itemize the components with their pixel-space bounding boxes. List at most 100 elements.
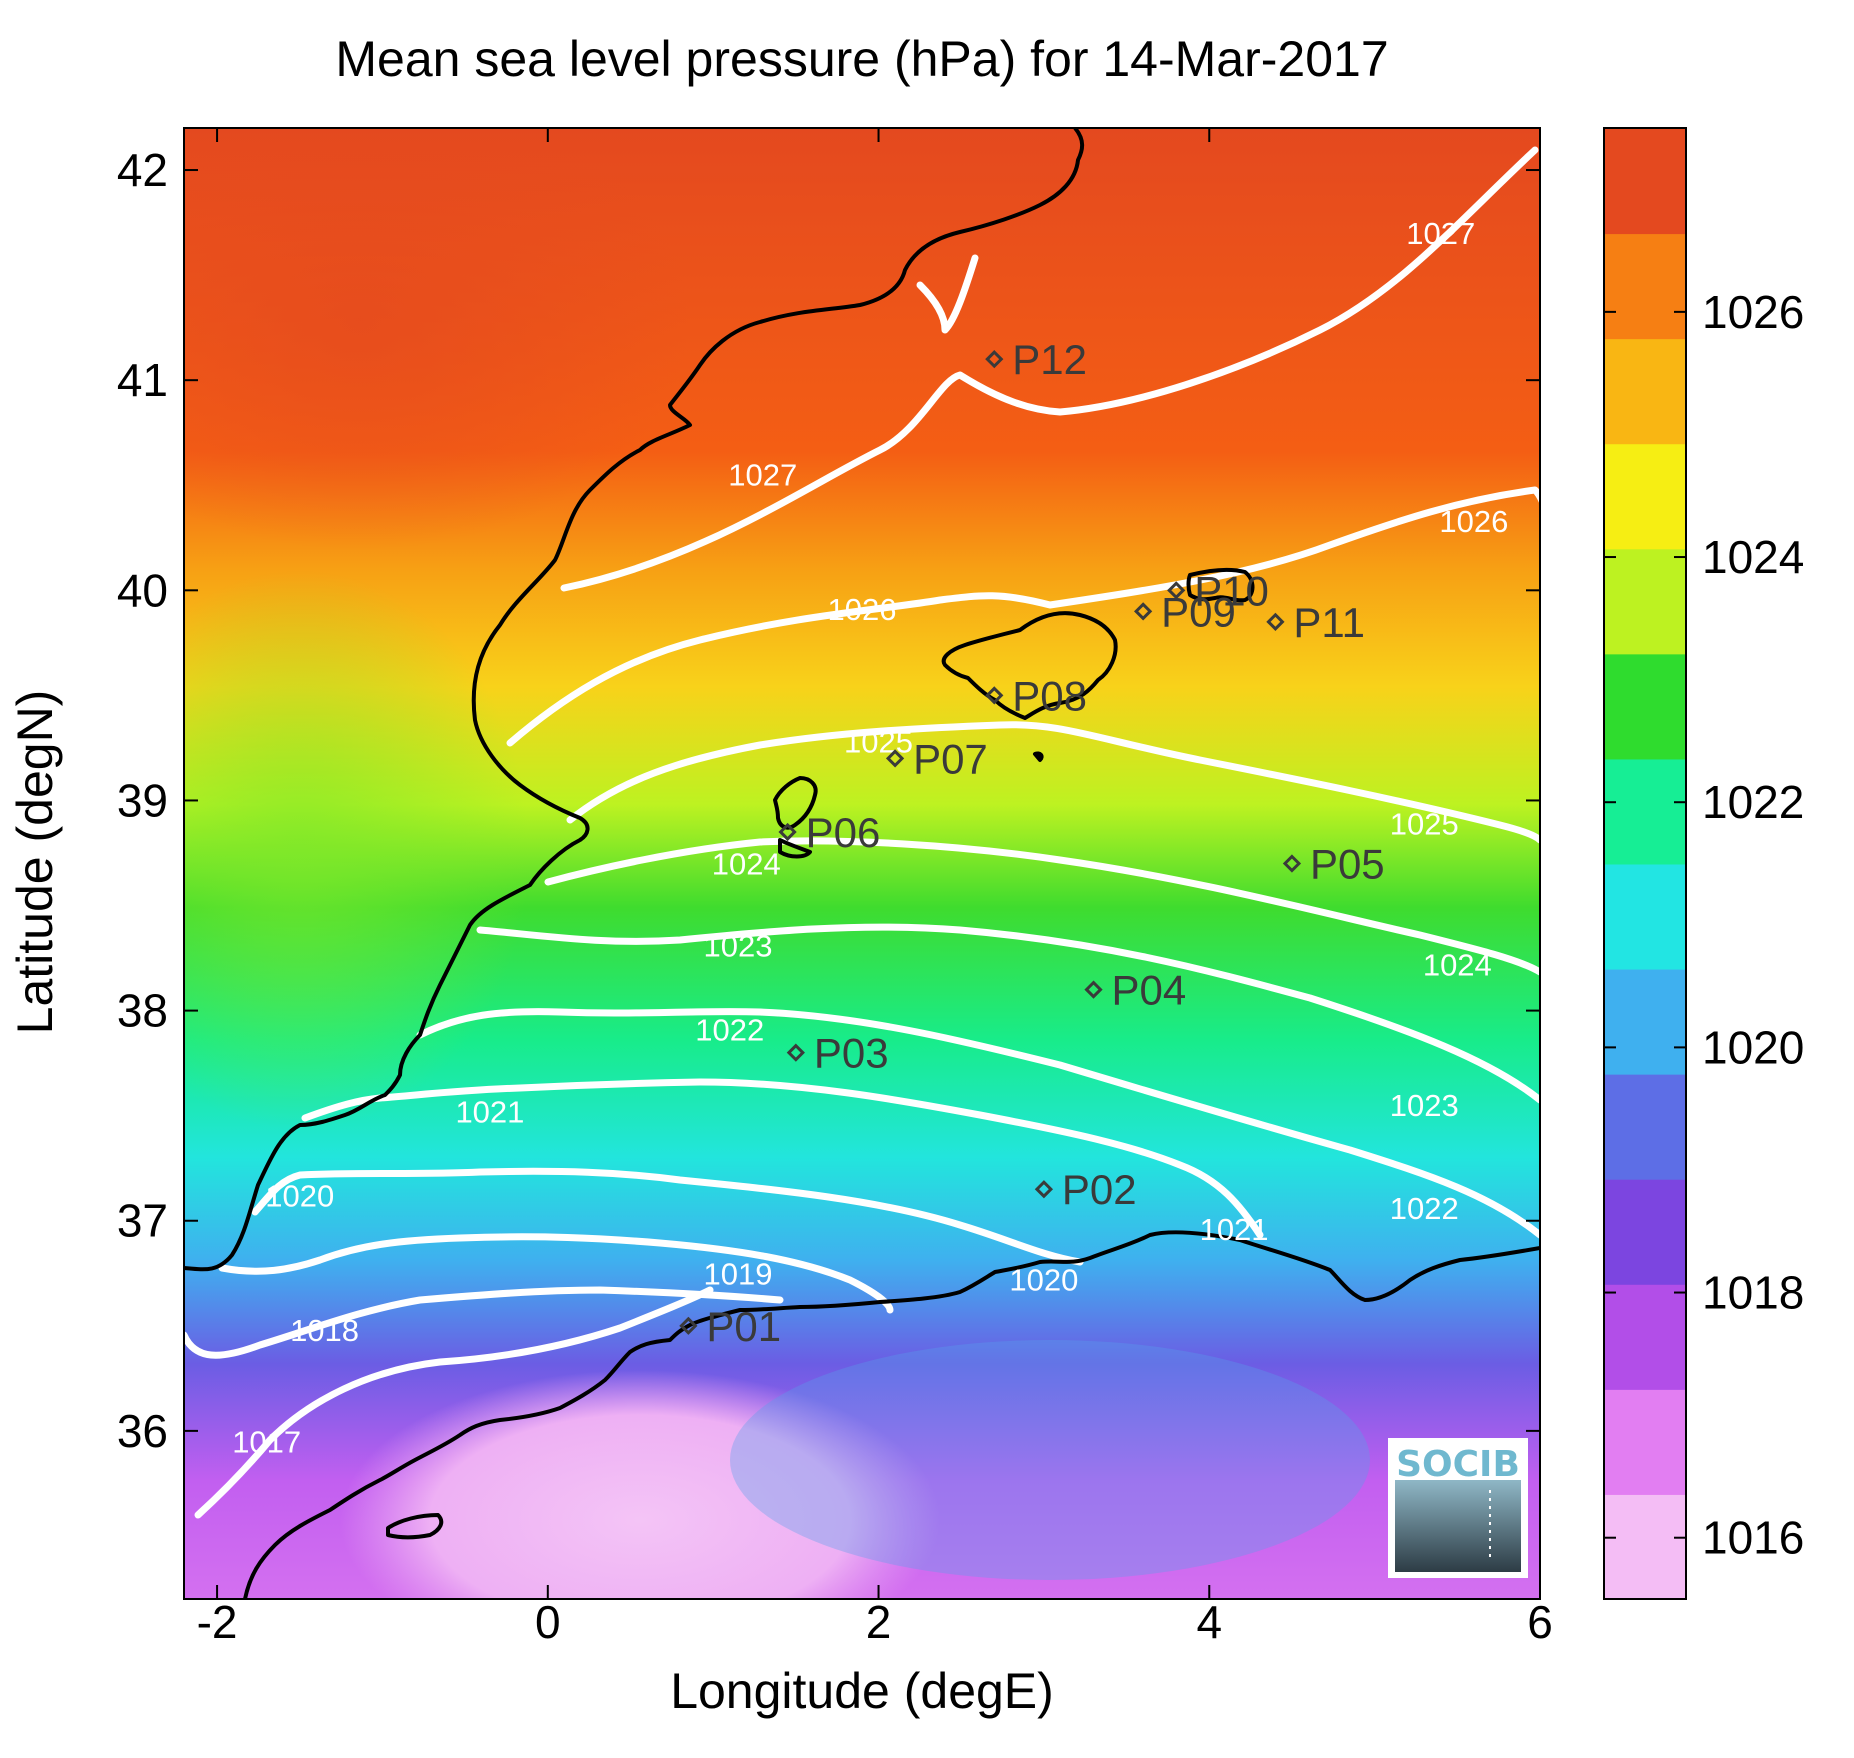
contour-label-1022: 1022: [1390, 1191, 1459, 1226]
isobar-1019: [218, 1233, 894, 1314]
colorbar-band: [1604, 968, 1686, 1075]
colorbar-band: [1604, 128, 1686, 235]
contour-label-1025: 1025: [1390, 807, 1459, 842]
x-tick-label: 4: [1196, 1596, 1222, 1648]
station-label-p07: P07: [913, 735, 988, 782]
station-label-p03: P03: [814, 1030, 889, 1077]
station-marker-p11: [1266, 612, 1285, 631]
y-tick-label: 41: [117, 354, 168, 406]
iberian-coastline: [184, 128, 1085, 1272]
station-label-p04: P04: [1112, 967, 1187, 1014]
y-tick-label: 39: [117, 774, 168, 826]
contour-label-1017: 1017: [232, 1424, 301, 1459]
x-tick-label: 0: [535, 1596, 561, 1648]
colorbar-tick-label: 1026: [1702, 286, 1804, 338]
station-label-p11: P11: [1293, 599, 1365, 646]
contour-label-1018: 1018: [290, 1313, 359, 1348]
ibiza-coastline: [773, 776, 818, 859]
contour-label-1020: 1020: [1009, 1263, 1078, 1298]
station-label-p02: P02: [1062, 1166, 1137, 1213]
colorbar-band: [1604, 1493, 1686, 1600]
y-tick-label: 38: [117, 985, 168, 1037]
isobar-1027-north: [560, 146, 1539, 592]
colorbar-band: [1604, 1388, 1686, 1495]
isobar-1017: [194, 1286, 714, 1519]
station-label-p08: P08: [1012, 672, 1087, 719]
socib-logo-text: SOCIB: [1396, 1444, 1520, 1485]
y-tick-label: 40: [117, 564, 168, 616]
contour-label-1026: 1026: [828, 592, 897, 627]
colorbar-band: [1604, 1283, 1686, 1390]
contour-label-1021: 1021: [455, 1094, 524, 1129]
colorbar: 1016 1018 1020 1022 1024 1026: [1603, 127, 1804, 1600]
colorbar-tick-label: 1018: [1702, 1267, 1804, 1319]
y-axis-label: Latitude (degN): [7, 690, 63, 1035]
colorbar-tick-label: 1022: [1702, 776, 1804, 828]
station-marker-p06: [778, 822, 797, 842]
colorbar-band: [1604, 653, 1686, 760]
contour-label-1025: 1025: [844, 725, 913, 760]
colorbar-band: [1604, 233, 1686, 340]
station-marker-p07: [885, 749, 905, 768]
y-tick-label: 42: [117, 144, 168, 196]
isobar-contours: [184, 146, 1540, 1519]
contour-label-1020: 1020: [265, 1179, 334, 1214]
colorbar-band: [1604, 443, 1686, 550]
contour-label-1021: 1021: [1200, 1212, 1269, 1247]
isobar-1018: [184, 1286, 784, 1359]
contour-label-1024: 1024: [1423, 947, 1492, 982]
isobar-1025: [566, 721, 1540, 844]
colorbar-band: [1604, 548, 1686, 655]
colorbar-band: [1604, 863, 1686, 970]
socib-logo: SOCIB: [1388, 1438, 1528, 1578]
contour-label-1027: 1027: [728, 458, 797, 493]
x-tick-label: -2: [197, 1596, 238, 1648]
colorbar-band: [1604, 1178, 1686, 1285]
plot-frame: [183, 127, 1541, 1600]
station-marker-p04: [1084, 980, 1103, 999]
station-marker-p12: [985, 350, 1004, 369]
chart-title: Mean sea level pressure (hPa) for 14-Mar…: [335, 31, 1388, 87]
station-marker-p03: [786, 1043, 805, 1062]
isobar-1024: [544, 837, 1540, 976]
contour-label-1022: 1022: [695, 1013, 764, 1048]
isobar-1022: [416, 1008, 1540, 1239]
x-tick-label: 2: [866, 1596, 892, 1648]
colorbar-band: [1604, 338, 1686, 445]
station-marker-p09: [1133, 602, 1153, 621]
contour-label-1026: 1026: [1439, 504, 1508, 539]
y-tick-label: 37: [117, 1195, 168, 1247]
station-label-p12: P12: [1012, 336, 1087, 383]
isobar-1027-loop: [916, 254, 979, 334]
mallorca-coastline: [941, 611, 1118, 720]
y-tick-label: 36: [117, 1405, 168, 1457]
isobar-1026: [506, 486, 1540, 747]
station-marker-p02: [1034, 1180, 1054, 1199]
colorbar-ticks: 1016 1018 1020 1022 1024 1026: [1604, 286, 1804, 1564]
x-axis-label: Longitude (degE): [670, 1663, 1054, 1719]
contour-label-1024: 1024: [712, 847, 781, 882]
station-marker-p10: [1167, 581, 1186, 600]
station-marker-p01: [679, 1316, 698, 1335]
colorbar-band: [1604, 758, 1686, 865]
station-marker-p05: [1282, 854, 1302, 873]
isobar-1023: [476, 923, 1540, 1104]
colorbar-tick-label: 1016: [1702, 1512, 1804, 1564]
station-label-p01: P01: [706, 1303, 781, 1350]
station-label-p10: P10: [1194, 567, 1269, 614]
coastline: [184, 128, 1540, 1599]
isobar-1020: [251, 1167, 1084, 1266]
station-label-p05: P05: [1310, 841, 1385, 888]
colorbar-tick-label: 1024: [1702, 531, 1804, 583]
contour-label-1023: 1023: [1390, 1088, 1459, 1123]
contour-labels: 1027 1027 1026 1026 1025 1025 1024 1024 1023 1023…: [232, 216, 1508, 1459]
isobar-1021: [301, 1078, 1264, 1239]
menorca-coastline: [1186, 567, 1255, 603]
pressure-field: [184, 128, 1540, 1599]
station-marker-p08: [985, 686, 1004, 705]
cabrera-coastline: [1033, 751, 1044, 762]
station-label-p06: P06: [806, 809, 881, 856]
colorbar-tick-label: 1020: [1702, 1021, 1804, 1073]
